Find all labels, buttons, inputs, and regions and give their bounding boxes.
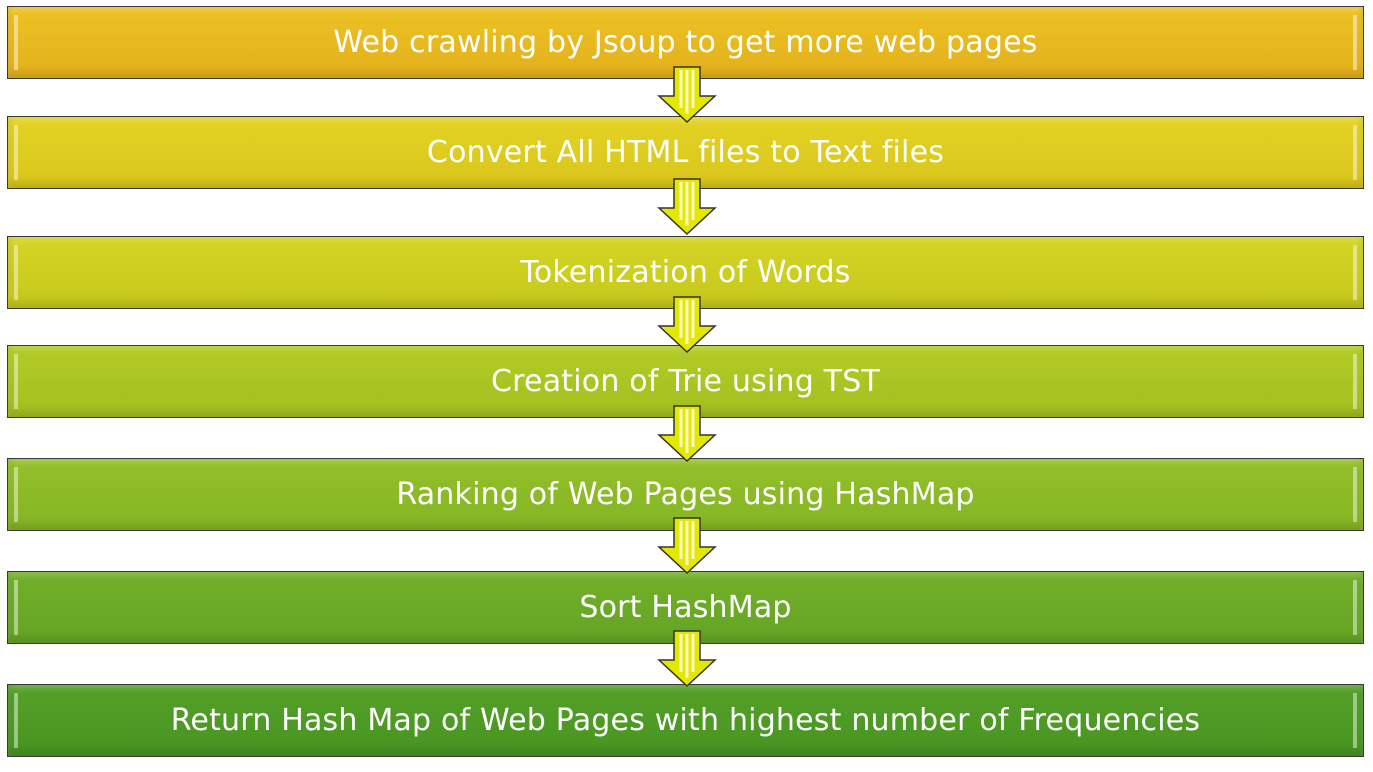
step-box-5: Ranking of Web Pages using HashMap <box>7 458 1364 531</box>
step-label-3: Tokenization of Words <box>520 255 851 290</box>
down-arrow-icon <box>657 517 717 575</box>
step-label-4: Creation of Trie using TST <box>491 364 880 399</box>
step-box-7: Return Hash Map of Web Pages with highes… <box>7 684 1364 757</box>
down-arrow-icon <box>657 405 717 463</box>
down-arrow-icon <box>657 178 717 236</box>
down-arrow-icon <box>657 296 717 354</box>
step-label-1: Web crawling by Jsoup to get more web pa… <box>333 25 1038 60</box>
step-label-5: Ranking of Web Pages using HashMap <box>396 477 975 512</box>
step-label-2: Convert All HTML files to Text files <box>426 135 945 170</box>
step-label-7: Return Hash Map of Web Pages with highes… <box>170 703 1201 738</box>
step-box-4: Creation of Trie using TST <box>7 345 1364 418</box>
step-label-6: Sort HashMap <box>579 590 792 625</box>
down-arrow-icon <box>657 630 717 688</box>
down-arrow-icon <box>657 66 717 124</box>
